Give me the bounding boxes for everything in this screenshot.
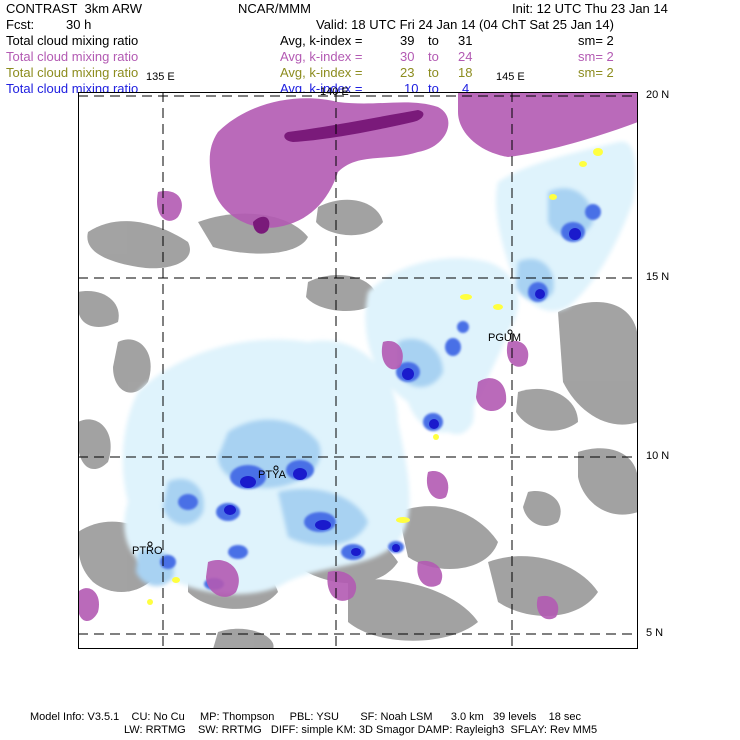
yellow-cloud-layer: [147, 148, 603, 605]
station-pgum-label: PGUM: [488, 332, 521, 344]
dark-pink-spot: [253, 216, 270, 234]
lat-label-10n: 10 N: [646, 450, 670, 462]
valid-time: Valid: 18 UTC Fri 24 Jan 14 (04 ChT Sat …: [316, 17, 614, 32]
pink-cloud-layer: [78, 92, 638, 622]
legend-to-word: to: [428, 49, 439, 64]
lat-label-20n: 20 N: [646, 89, 670, 101]
lon-label-135e: 135 E: [146, 71, 175, 83]
legend-to: 24: [458, 49, 473, 64]
station-markers: [147, 329, 513, 547]
station-ptya-label: PTYA: [258, 469, 286, 481]
init-time: Init: 12 UTC Thu 23 Jan 14: [512, 1, 668, 16]
legend-to-word: to: [428, 33, 439, 48]
legend-field: Total cloud mixing ratio: [6, 33, 139, 48]
model-info-line1: Model Info: V3.5.1 CU: No Cu MP: Thompso…: [30, 711, 582, 723]
legend-sm: sm= 2: [578, 65, 614, 80]
org-label: NCAR/MMM: [238, 1, 311, 16]
legend-sm: sm= 2: [578, 33, 614, 48]
lon-label-140e: 140 E: [320, 86, 349, 98]
legend-from: 39: [400, 33, 415, 48]
legend-avg: Avg, k-index =: [280, 49, 363, 64]
lat-label-5n: 5 N: [646, 627, 664, 639]
legend-field: Total cloud mixing ratio: [6, 65, 139, 80]
station-ptro-marker: [147, 541, 153, 547]
dark-pink-streak: [284, 110, 424, 142]
map-frame: [78, 92, 638, 649]
model-info-line2: LW: RRTMG SW: RRTMG DIFF: simple KM: 3D …: [124, 724, 598, 736]
core-cloud-layer: [224, 228, 581, 556]
legend-sm: sm= 2: [578, 49, 614, 64]
legend-from: 23: [400, 65, 415, 80]
legend-to: 4: [462, 81, 470, 96]
legend-avg: Avg, k-index =: [280, 65, 363, 80]
cloud-map: [78, 92, 638, 649]
legend-to: 18: [458, 65, 473, 80]
legend-to-word: to: [428, 81, 439, 96]
fcst-value: 30 h: [66, 17, 92, 32]
lat-label-15n: 15 N: [646, 271, 670, 283]
legend-to: 31: [458, 33, 473, 48]
station-pgum-marker: [507, 329, 513, 335]
station-ptro-label: PTRO: [132, 545, 163, 557]
legend-from: 30: [400, 49, 415, 64]
legend-to-word: to: [428, 65, 439, 80]
legend-field: Total cloud mixing ratio: [6, 49, 139, 64]
fcst-label: Fcst:: [6, 17, 35, 32]
lon-label-145e: 145 E: [496, 71, 525, 83]
map-grid: [78, 92, 638, 649]
legend-avg: Avg, k-index =: [280, 33, 363, 48]
model-title: CONTRAST 3km ARW: [6, 1, 143, 16]
station-ptya-marker: [273, 465, 279, 471]
